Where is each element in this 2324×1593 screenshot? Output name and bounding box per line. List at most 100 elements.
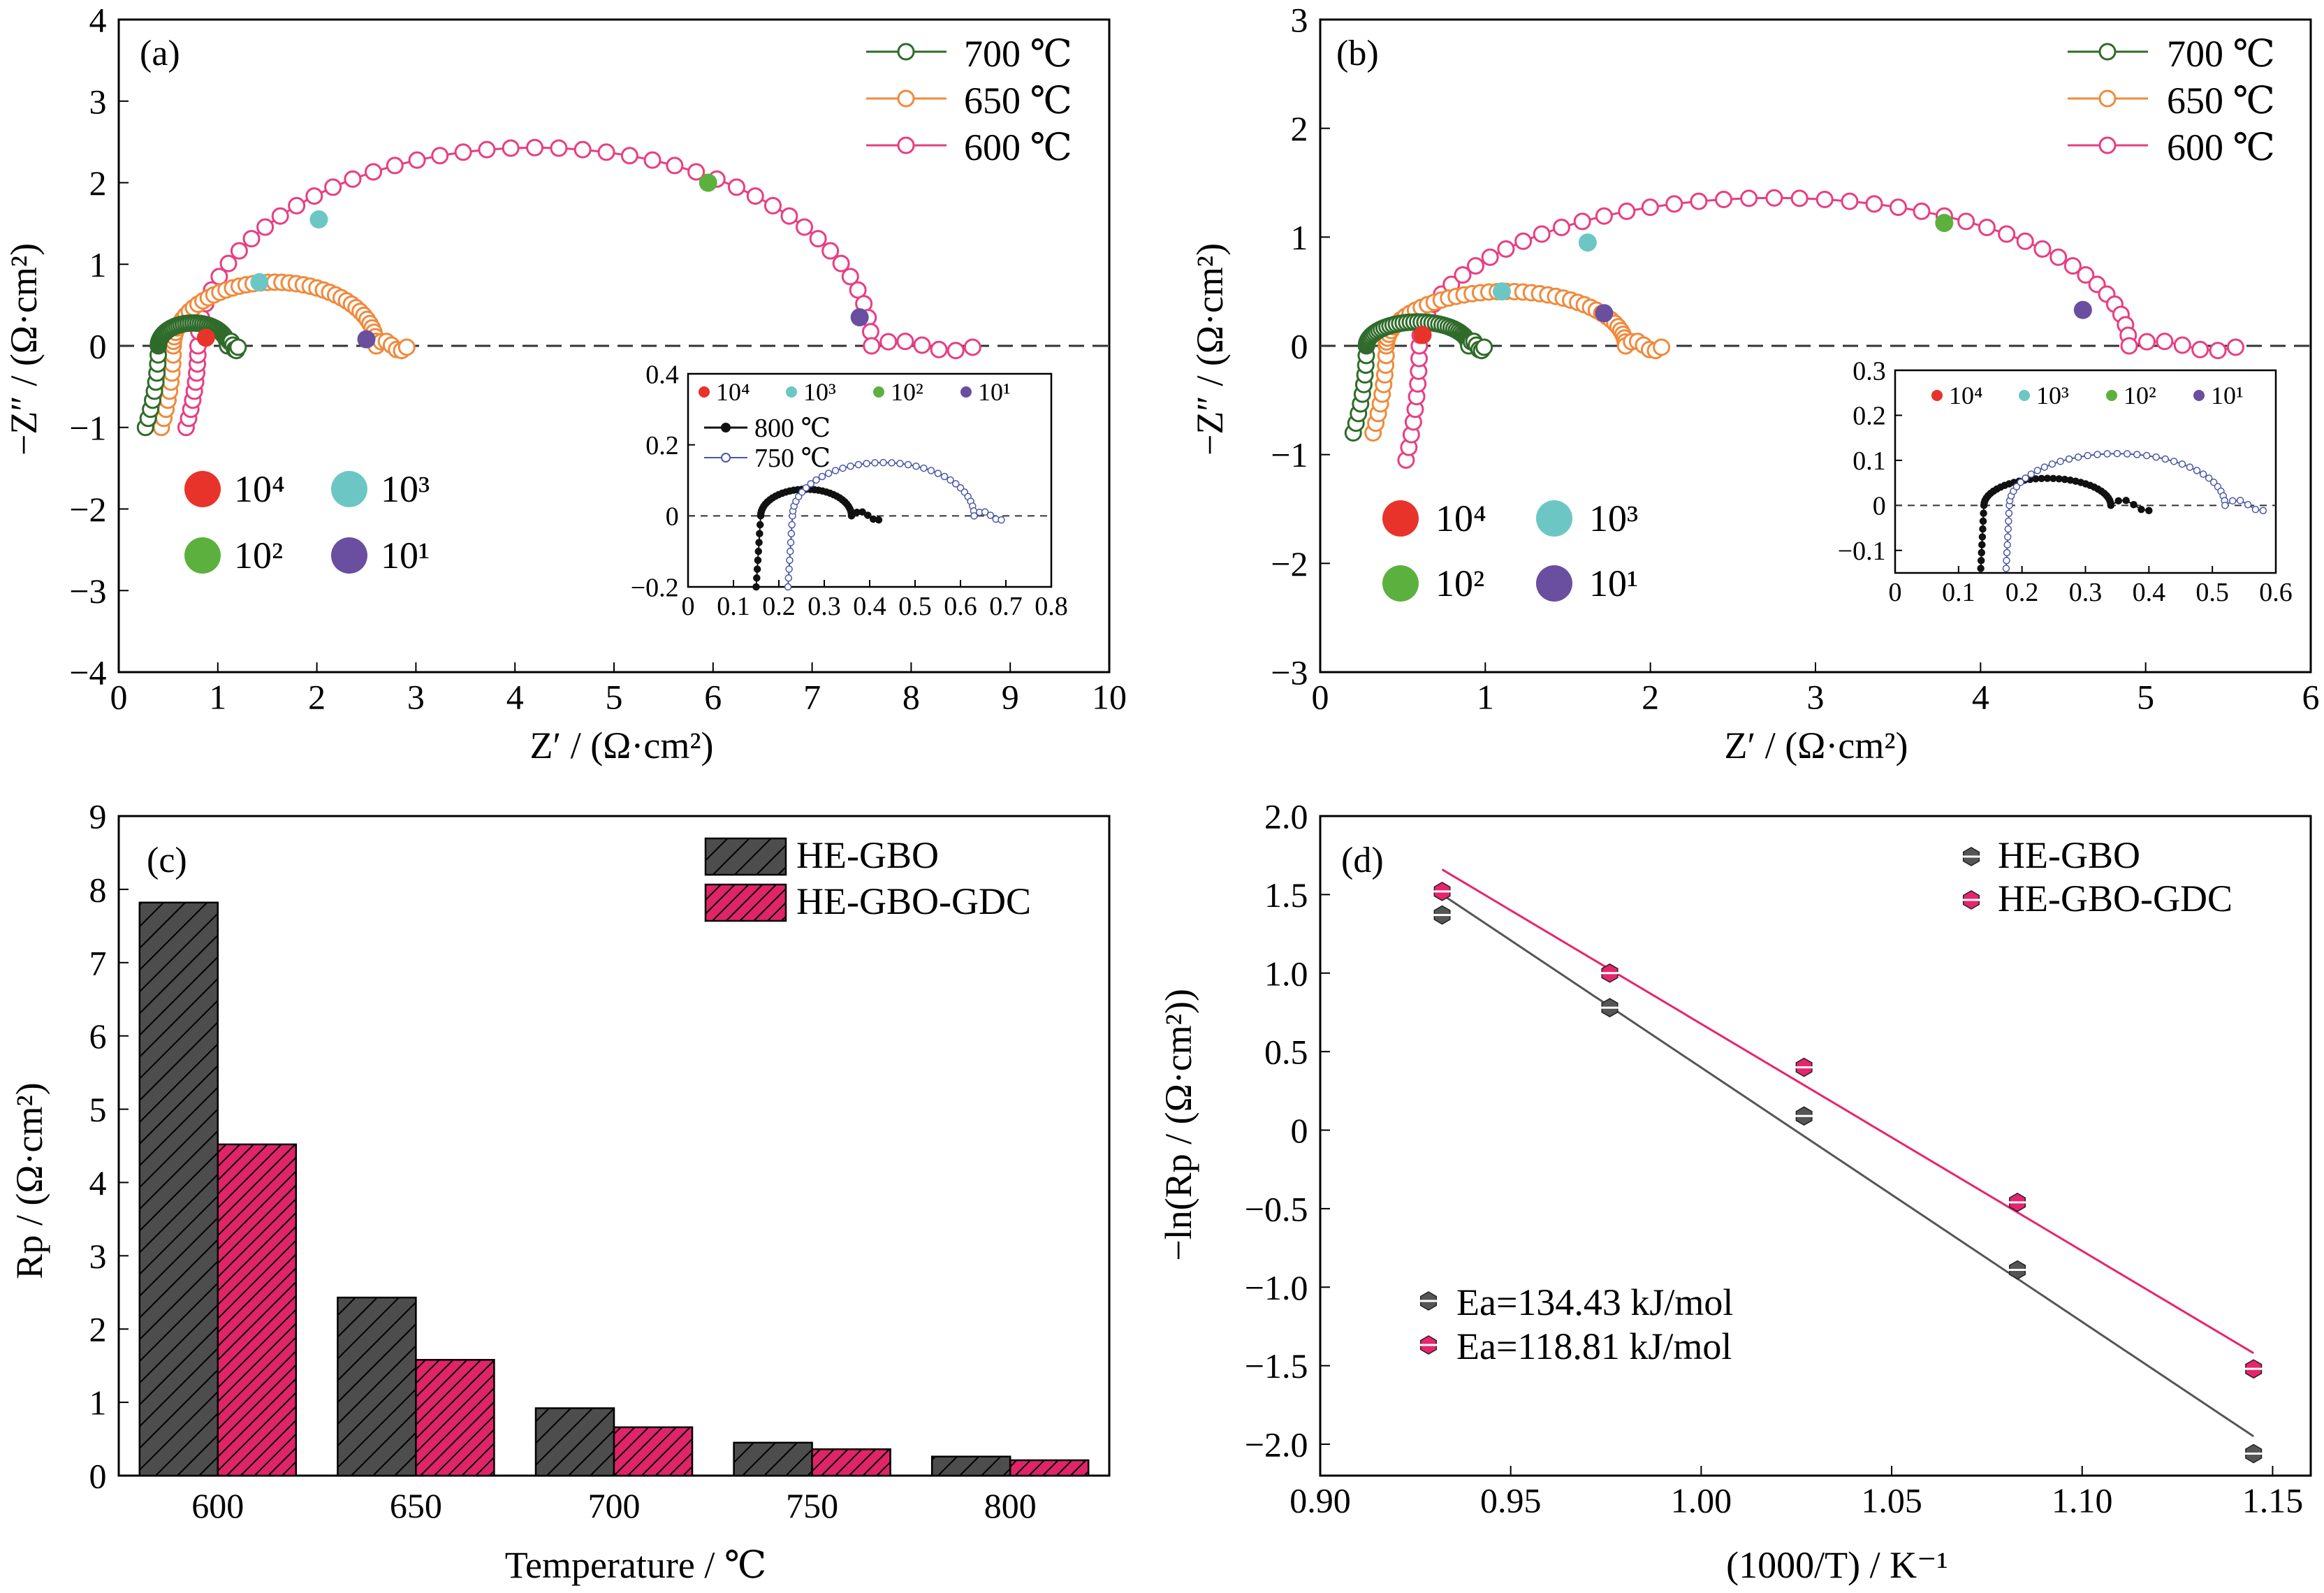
- inset-data-point: [787, 547, 794, 555]
- data-point: [324, 178, 342, 196]
- x-tick-label: 4: [506, 678, 524, 717]
- inset-data-point: [788, 521, 796, 529]
- freq-marker: [2073, 300, 2092, 319]
- inset-data-point: [2004, 525, 2012, 533]
- legend-d-gbo: HE-GBO: [1998, 834, 2140, 876]
- inset-data-point: [981, 508, 989, 516]
- inset-data-point: [787, 530, 796, 537]
- x-tick-label: 5: [606, 678, 623, 717]
- x-tick-label: 0.6: [2259, 578, 2293, 607]
- inset-data-point: [888, 459, 896, 467]
- data-point: [947, 342, 965, 360]
- xlabel-d: (1000/T) / K⁻¹: [1726, 1544, 1948, 1586]
- legend-marker: [2098, 89, 2117, 108]
- inset-legend-marker: [721, 423, 731, 432]
- inset-data-point: [854, 460, 863, 469]
- inset-data-point: [831, 467, 840, 474]
- y-tick-label: −4: [69, 653, 106, 692]
- data-point: [454, 143, 472, 161]
- data-point: [832, 254, 850, 272]
- data-point: [1815, 190, 1834, 208]
- data-point: [1533, 225, 1551, 243]
- inset-data-point: [2114, 497, 2122, 505]
- inset-data-point: [847, 512, 856, 520]
- data-point: [643, 151, 662, 169]
- data-point: [397, 338, 416, 356]
- y-tick-label: −2.0: [1245, 1425, 1308, 1464]
- inset-b-legend: 10⁴ 10³ 10² 10¹: [1949, 381, 2244, 409]
- inset-data-point: [818, 472, 826, 481]
- inset-data-point: [1978, 548, 1986, 557]
- legend-freq-dot: [184, 471, 221, 507]
- inset-data-point: [2123, 450, 2131, 458]
- inset-data-point: [2056, 458, 2064, 465]
- y-tick-label: 3: [1291, 1, 1308, 40]
- legend-a-650: 650 ℃: [964, 80, 1072, 122]
- x-tick-label: 0.95: [1480, 1481, 1542, 1520]
- inset-data-point: [970, 512, 978, 520]
- inset-legend-dot: [786, 386, 797, 398]
- x-tick-label: 4: [1972, 678, 1989, 717]
- y-tick-label: 4: [89, 1163, 107, 1202]
- inset-data-point: [2209, 479, 2218, 486]
- x-tick-label: 0.3: [2069, 578, 2103, 607]
- legend-marker: [2098, 136, 2117, 154]
- legend-c-gdc: HE-GBO-GDC: [796, 880, 1031, 922]
- legend-b-650: 650 ℃: [2167, 80, 2275, 122]
- ylabel-c: Rp / (Ω·cm²): [8, 1082, 50, 1279]
- inset-data-point: [798, 488, 806, 496]
- x-tick-label: 0.6: [944, 592, 977, 621]
- legend-b-freq: 10⁴ 10³ 10² 10¹: [1435, 497, 1638, 604]
- data-point: [1454, 266, 1472, 284]
- inset-a-750: 750 ℃: [754, 444, 831, 473]
- fit-line: [1441, 894, 2255, 1438]
- x-tick-label: 3: [1807, 678, 1825, 717]
- data-point: [1466, 257, 1484, 275]
- data-point: [1790, 189, 1808, 208]
- inset-data-point: [2113, 449, 2121, 458]
- legend-marker: [2098, 43, 2117, 61]
- inset-a-f3: 10³: [803, 378, 836, 406]
- inset-data-point: [812, 476, 820, 484]
- data-point: [550, 139, 568, 157]
- inset-data-point: [2027, 470, 2035, 478]
- x-tick-label: 1: [209, 678, 226, 717]
- plot-frame: [687, 372, 1053, 588]
- freq-marker: [1595, 304, 1614, 323]
- x-tick-label: 0.4: [2133, 578, 2166, 607]
- y-tick-label: 1.0: [1264, 954, 1308, 993]
- inset-legend-dot: [1931, 390, 1943, 401]
- legend-d-gdc: HE-GBO-GDC: [1998, 878, 2232, 919]
- data-point: [809, 230, 827, 248]
- x-tick-label: 750: [786, 1486, 838, 1525]
- bar: [534, 1407, 615, 1477]
- x-tick-label: 800: [984, 1486, 1037, 1525]
- legend-freq-dot: [331, 537, 367, 574]
- data-point: [1497, 240, 1515, 258]
- data-point: [256, 218, 275, 236]
- inset-data-point: [784, 583, 792, 591]
- x-tick-label: 6: [2302, 678, 2320, 717]
- inset-legend-dot: [2193, 390, 2205, 401]
- data-point: [841, 268, 859, 286]
- legend-freq-dot: [331, 471, 367, 507]
- legend-b-f3: 10³: [1589, 497, 1638, 539]
- inset-data-point: [875, 516, 883, 524]
- bar: [217, 1143, 298, 1477]
- inset-a-f1: 10¹: [978, 378, 1011, 406]
- y-tick-label: 3: [89, 1237, 107, 1276]
- fit-line: [1441, 868, 2254, 1354]
- inset-data-point: [934, 470, 942, 477]
- data-point: [229, 338, 247, 356]
- inset-data-point: [755, 539, 763, 546]
- y-tick-label: −1.5: [1245, 1346, 1308, 1385]
- plot-frame: [1894, 369, 2277, 574]
- freq-marker: [699, 173, 717, 192]
- data-point: [666, 157, 684, 175]
- inset-data-point: [2133, 451, 2141, 458]
- inset-data-point: [752, 583, 760, 591]
- data-point: [288, 196, 306, 214]
- panel-d: 0.90 0.95 1.00 1.05 1.10 1.15−2.0−1.5−1.0−0.5…: [1245, 797, 2312, 1520]
- inset-legend-dot: [2019, 390, 2030, 401]
- data-point: [1595, 207, 1613, 225]
